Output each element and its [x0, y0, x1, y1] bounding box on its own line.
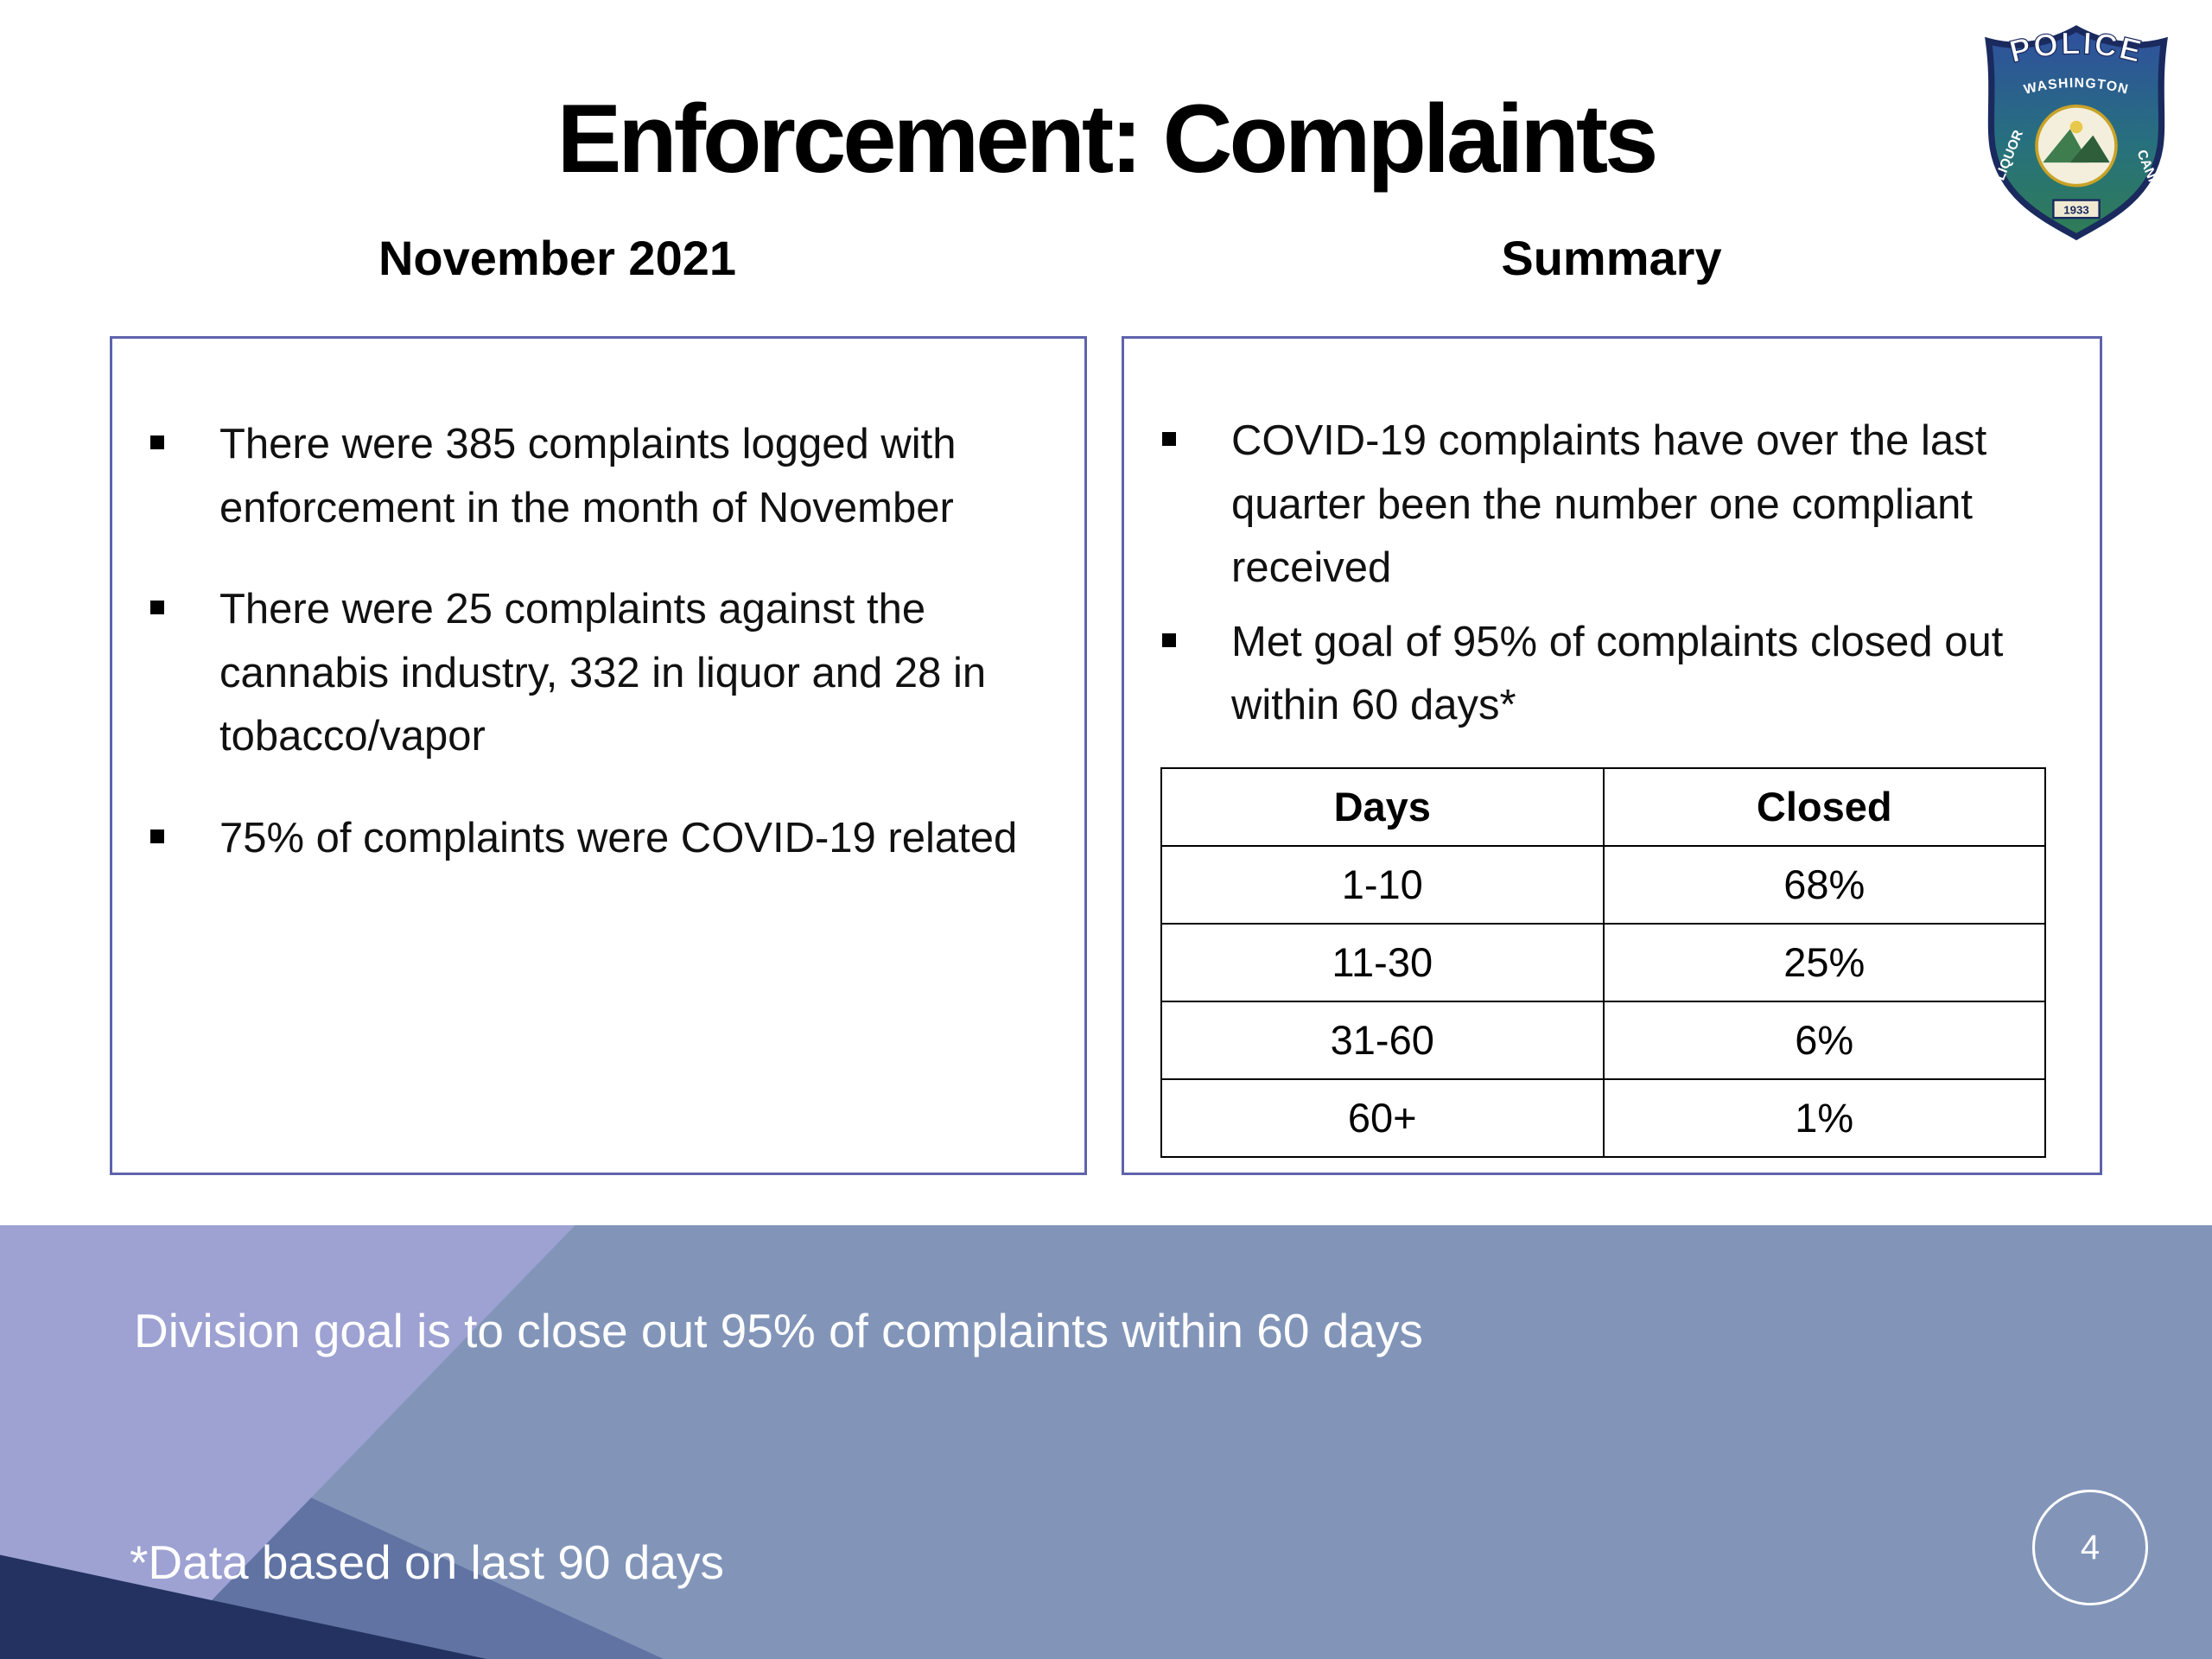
- square-bullet-icon: [150, 601, 164, 614]
- table-cell-closed: 6%: [1602, 1000, 2046, 1080]
- november-bullet-list: There were 385 complaints logged with en…: [112, 339, 1084, 870]
- square-bullet-icon: [150, 435, 164, 449]
- square-bullet-icon: [150, 829, 164, 843]
- bullet-item: COVID-19 complaints have over the last q…: [1155, 410, 2075, 601]
- table-cell-days: 60+: [1160, 1077, 1605, 1158]
- table-cell-closed: 25%: [1602, 922, 2046, 1002]
- closed-complaints-table-wrap: Days Closed 1-10 68% 11-30 25% 31-60: [1160, 766, 2046, 1158]
- table-row: 11-30 25%: [1160, 922, 2046, 1002]
- table-row: 31-60 6%: [1160, 1000, 2046, 1080]
- badge-year-text: 1933: [2063, 203, 2089, 216]
- bullet-item: There were 385 complaints logged with en…: [143, 413, 1060, 540]
- data-footnote: *Data based on last 90 days: [130, 1535, 724, 1589]
- bullet-item: 75% of complaints were COVID-19 related: [143, 807, 1060, 871]
- right-column-heading: Summary: [1501, 231, 1722, 285]
- bullet-item: Met goal of 95% of complaints closed out…: [1155, 611, 2075, 738]
- bullet-text: There were 385 complaints logged with en…: [219, 421, 957, 531]
- bullet-text: 75% of complaints were COVID-19 related: [219, 814, 1018, 861]
- square-bullet-icon: [1162, 432, 1176, 446]
- page-number-badge: 4: [2032, 1490, 2148, 1605]
- closed-complaints-table: Days Closed 1-10 68% 11-30 25% 31-60: [1160, 766, 2046, 1158]
- slide-title: Enforcement: Complaints: [556, 85, 1659, 193]
- table-row: 60+ 1%: [1160, 1077, 2046, 1158]
- table-cell-closed: 68%: [1602, 844, 2046, 925]
- table-row: 1-10 68%: [1160, 844, 2046, 925]
- table-header-row: Days Closed: [1160, 766, 2046, 847]
- summary-panel: COVID-19 complaints have over the last q…: [1122, 336, 2102, 1175]
- summary-bullet-list: COVID-19 complaints have over the last q…: [1124, 339, 2100, 738]
- badge-mountain-right: [2069, 135, 2110, 163]
- table-cell-days: 1-10: [1160, 844, 1605, 925]
- table-cell-days: 31-60: [1160, 1000, 1605, 1080]
- police-badge-graphic: POLICE WASHINGTON LIQUOR CANNABIS 1933: [1985, 24, 2174, 241]
- page-number: 4: [2080, 1528, 2101, 1567]
- bullet-text: Met goal of 95% of complaints closed out…: [1231, 618, 2004, 729]
- left-column-heading: November 2021: [378, 231, 736, 285]
- table-header-cell: Closed: [1602, 766, 2046, 847]
- footer-band: [0, 1225, 2212, 1659]
- badge-sun: [2069, 120, 2083, 134]
- police-badge-logo: POLICE WASHINGTON LIQUOR CANNABIS 1933: [1968, 22, 2184, 242]
- bullet-item: There were 25 complaints against the can…: [143, 578, 1060, 769]
- square-bullet-icon: [1162, 632, 1176, 647]
- table-header-cell: Days: [1160, 766, 1605, 847]
- table-cell-closed: 1%: [1602, 1077, 2046, 1158]
- badge-year-banner: [2052, 199, 2101, 219]
- table-cell-days: 11-30: [1160, 922, 1605, 1002]
- bullet-text: There were 25 complaints against the can…: [219, 586, 987, 760]
- november-panel: There were 385 complaints logged with en…: [110, 336, 1087, 1175]
- bullet-text: COVID-19 complaints have over the last q…: [1231, 417, 1987, 591]
- division-goal-text: Division goal is to close out 95% of com…: [134, 1304, 1423, 1357]
